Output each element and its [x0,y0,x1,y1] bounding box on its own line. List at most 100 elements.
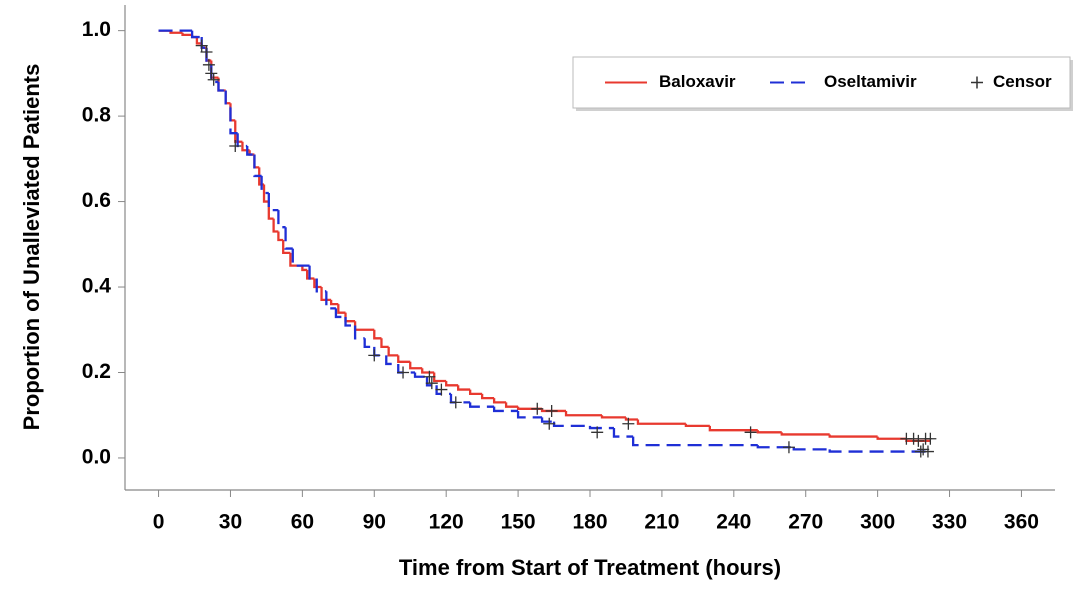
survival-step [780,432,830,436]
survival-step [397,355,411,363]
y-tick-label: 0.2 [82,360,111,383]
survival-step [409,361,423,370]
y-tick-label: 0.4 [82,275,112,298]
survival-step [449,393,471,404]
survival-step [363,338,375,348]
censor-mark [397,366,410,379]
survival-step [540,408,567,413]
censor-mark [435,383,448,396]
survival-step [224,90,231,109]
censor-mark [543,417,556,430]
survival-step [329,299,339,306]
censor-mark [531,402,544,415]
x-tick-label: 120 [429,511,464,534]
x-tick-label: 240 [716,511,751,534]
legend-label: Baloxavir [659,72,736,91]
survival-step [421,368,435,374]
x-tick-label: 210 [644,511,679,534]
survival-step [631,436,758,447]
survival-step [457,385,471,391]
censor-mark [200,46,213,59]
survival-step [425,376,437,387]
survival-step [612,428,634,438]
survival-step [253,154,262,178]
censor-mark [229,140,242,153]
censor-mark [917,443,930,456]
survival-step [277,231,284,242]
censor-mark [207,73,220,86]
censor-mark [912,434,925,447]
survival-step [876,436,907,440]
survival-step [308,265,317,280]
survival-step [564,410,602,417]
survival-step [828,434,878,438]
survival-step [756,430,782,434]
survival-step [380,338,389,348]
survival-step [540,417,555,423]
y-tick-label: 1.0 [82,18,111,41]
y-axis-label: Proportion of Unalleviated Patients [19,64,44,431]
survival-step [792,447,830,451]
survival-step [291,248,310,267]
legend-label: Censor [993,72,1052,91]
censor-mark [622,417,635,430]
legend-box [572,56,1071,109]
survival-step [516,410,543,419]
censor-mark [368,349,381,362]
censor-mark [202,58,215,71]
x-axis-label: Time from Start of Treatment (hours) [399,555,781,580]
survival-step [385,355,399,366]
x-tick-label: 0 [153,511,165,534]
survival-step [492,398,507,404]
survival-step [282,240,291,254]
x-tick-label: 180 [572,511,607,534]
censor-mark [545,404,558,417]
censor-mark [782,441,795,454]
survival-step [828,449,926,453]
survival-step [492,406,519,413]
survival-step [337,304,346,314]
survival-step [636,419,686,425]
survival-step [313,278,322,289]
legend-label: Oseltamivir [824,72,917,91]
survival-step [277,210,286,229]
x-tick-label: 300 [860,511,895,534]
survival-step [624,417,638,421]
censor-mark [449,396,462,409]
x-tick-label: 30 [219,511,242,534]
survival-step [262,184,269,203]
survival-step [284,227,293,250]
censor-mark [907,432,920,445]
survival-step [344,316,356,327]
x-tick-label: 90 [363,511,386,534]
x-tick-label: 360 [1004,511,1039,534]
x-tick-label: 60 [291,511,314,534]
censor-mark [921,445,934,458]
survival-step [181,32,193,37]
survival-step [373,346,387,357]
x-tick-label: 150 [501,511,536,534]
censor-mark [924,432,937,445]
y-tick-label: 0.0 [82,445,111,468]
survival-step [190,30,202,39]
survival-step [469,402,495,408]
survival-step [229,107,238,135]
survival-step [320,287,332,301]
survival-step [413,372,428,378]
survival-step [353,321,375,331]
censor-mark [423,370,436,383]
survival-step [387,346,399,357]
survival-step [267,193,279,212]
survival-step [267,201,274,220]
survival-step [600,415,626,419]
survival-step [504,402,519,408]
survival-step [373,329,382,340]
censor-mark [744,426,757,439]
censor-mark [591,426,604,439]
survival-step [234,120,243,143]
survival-step [552,421,590,428]
survival-step [195,37,202,45]
censor-mark [205,67,218,80]
y-tick-label: 0.8 [82,104,112,127]
